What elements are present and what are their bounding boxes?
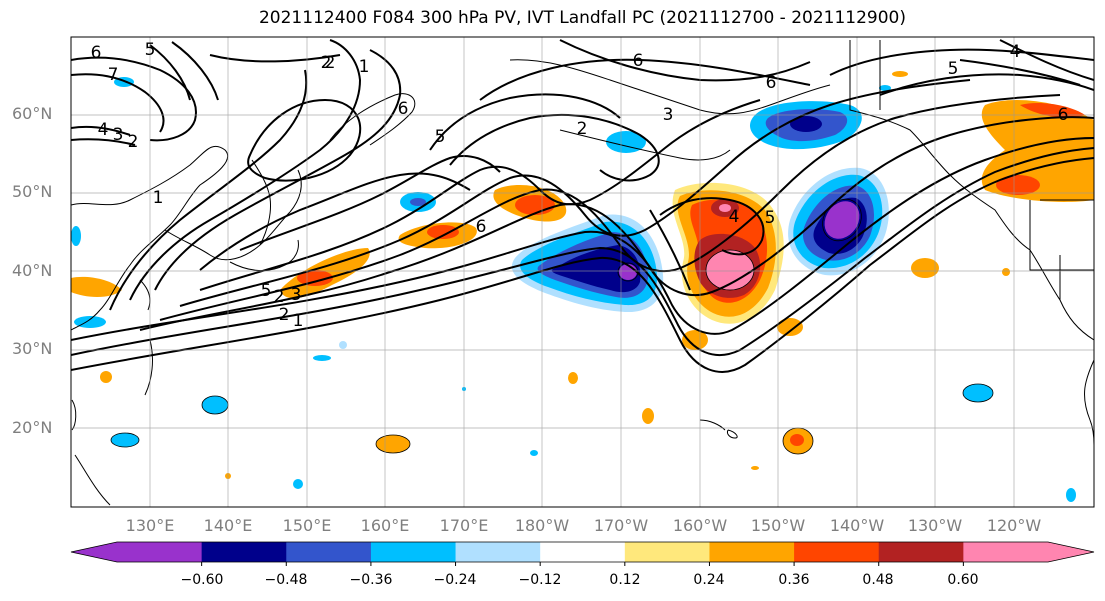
- contour-label: 5: [948, 59, 959, 79]
- colorbar-min-extension: [71, 542, 117, 562]
- map-title: 2021112400 F084 300 hPa PV, IVT Landfall…: [258, 8, 906, 28]
- lat-label: 60°N: [12, 104, 53, 123]
- contour-label: 2: [128, 132, 139, 152]
- contour-label: 3: [291, 285, 302, 305]
- lon-label: 150°W: [750, 516, 806, 535]
- lon-label: 170°W: [593, 516, 649, 535]
- contour-label: 2: [321, 53, 332, 73]
- colorbar-tick-label: −0.12: [518, 572, 562, 588]
- lon-label: 130°W: [907, 516, 963, 535]
- lon-label: 120°W: [986, 516, 1042, 535]
- contour-label: 6: [476, 217, 487, 237]
- contour-label: 4: [98, 120, 109, 140]
- colorbar-segment: [201, 542, 287, 562]
- colorbar-segment: [878, 542, 964, 562]
- colorbar-segment: [370, 542, 457, 562]
- lon-label: 130°E: [125, 516, 175, 535]
- colorbar-segment: [963, 542, 1049, 562]
- contour-label: 1: [153, 188, 164, 208]
- contour-label: 6: [633, 51, 644, 71]
- pv-contour-labels: 6 5 4 3 2 1 7 6 2 1 6 5 2 6 2 3 6 5 4 4 …: [91, 40, 1069, 331]
- graticule: [71, 37, 1094, 507]
- contour-label: 5: [435, 127, 446, 147]
- contour-label: 5: [145, 40, 156, 60]
- lon-label: 150°E: [282, 516, 332, 535]
- contour-label: 2: [279, 305, 290, 325]
- contour-label: 6: [91, 43, 102, 63]
- pv-contours: [71, 39, 1094, 373]
- colorbar-tick-label: 0.24: [693, 572, 725, 588]
- colorbar-tick-label: −0.24: [433, 572, 477, 588]
- colorbar-segment: [794, 542, 880, 562]
- contour-label: 7: [108, 65, 119, 85]
- map-frame: [70, 36, 1095, 508]
- colorbar-segment: [709, 542, 795, 562]
- colorbar-tick-label: 0.36: [778, 572, 810, 588]
- colorbar-tick-label: 0.60: [947, 572, 979, 588]
- contour-label: 2: [274, 287, 285, 307]
- colorbar-tick-label: −0.48: [264, 572, 308, 588]
- contour-label: 2: [325, 53, 336, 73]
- colorbar-outline: [70, 541, 1095, 563]
- lat-label: 50°N: [12, 182, 53, 201]
- colorbar-max-extension: [1048, 542, 1094, 562]
- lon-label: 140°E: [203, 516, 253, 535]
- colorbar-segment: [624, 542, 710, 562]
- contour-label: 6: [398, 99, 409, 119]
- contour-label: 2: [577, 119, 588, 139]
- lat-label: 20°N: [12, 418, 53, 437]
- lon-label: 160°W: [672, 516, 728, 535]
- contour-label: 6: [766, 73, 777, 93]
- contour-label: 1: [359, 57, 370, 77]
- colorbar-segment: [540, 542, 626, 562]
- contour-label: 4: [1010, 42, 1021, 62]
- lat-label: 30°N: [12, 339, 53, 358]
- colorbar-segment: [455, 542, 541, 562]
- negative-anomaly-fills: [71, 77, 1076, 502]
- colorbar-segment: [117, 542, 203, 562]
- colorbar-segment: [286, 542, 372, 562]
- contour-label: 3: [113, 125, 124, 145]
- contour-label: 1: [293, 311, 304, 331]
- colorbar-tick-label: 0.48: [862, 572, 894, 588]
- contour-label: 4: [729, 207, 740, 227]
- lon-label: 170°E: [439, 516, 489, 535]
- colorbar-tick-label: −0.60: [180, 572, 224, 588]
- lon-label: 160°E: [360, 516, 410, 535]
- contour-label: 3: [663, 105, 674, 125]
- contour-label: 5: [261, 281, 272, 301]
- contour-label: 6: [1058, 105, 1069, 125]
- colorbar: [70, 541, 1095, 566]
- colorbar-tick-label: −0.36: [349, 572, 393, 588]
- lat-label: 40°N: [12, 261, 53, 280]
- lon-label: 180°W: [514, 516, 570, 535]
- contour-label: 5: [765, 208, 776, 228]
- colorbar-tick-label: 0.12: [609, 572, 641, 588]
- lon-label: 140°W: [829, 516, 885, 535]
